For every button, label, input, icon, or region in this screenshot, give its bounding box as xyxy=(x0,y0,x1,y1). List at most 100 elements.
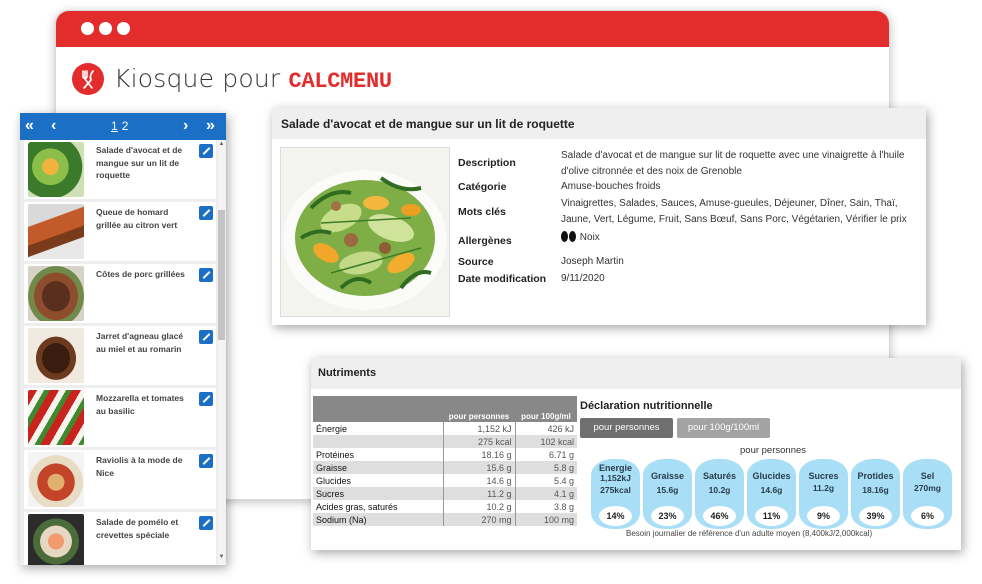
recipe-thumbnail xyxy=(28,142,84,197)
category-label: Catégorie xyxy=(458,181,507,193)
edit-icon[interactable] xyxy=(199,516,213,530)
scroll-up-icon[interactable]: ▲ xyxy=(218,141,225,147)
calcmenu-logo-icon xyxy=(72,63,104,95)
badge-percent: 9% xyxy=(807,506,840,526)
allergen-name: Noix xyxy=(579,232,600,243)
next-page-button[interactable]: › xyxy=(183,117,189,134)
recipe-name: Jarret d'agneau glacé au miel et au roma… xyxy=(96,331,184,354)
source-label: Source xyxy=(458,256,494,268)
nutrient-name: Glucides xyxy=(316,475,352,486)
nutrient-name xyxy=(313,435,443,448)
column-header: pour 100g/ml xyxy=(515,396,577,422)
last-page-button[interactable]: » xyxy=(206,117,215,134)
page-link-1[interactable]: 1 xyxy=(111,119,118,133)
declaration-title: Déclaration nutritionnelle xyxy=(580,400,713,412)
nutrient-value-portion: 270 mg xyxy=(442,513,515,526)
edit-icon[interactable] xyxy=(199,144,213,158)
recipe-name: Salade d'avocat et de mangue sur un lit … xyxy=(96,145,183,180)
badge-value: 270mg xyxy=(914,483,941,493)
recipe-name: Salade de pomélo et crevettes spéciale xyxy=(96,517,179,540)
fat-badge: Graisse 15.6g 23% xyxy=(643,459,692,529)
recipe-thumbnail xyxy=(28,204,84,259)
recipe-name: Raviolis à la mode de Nice xyxy=(96,455,183,478)
brand-title: Kiosque pour CALCMENU xyxy=(114,64,392,94)
badge-name: Protides xyxy=(857,471,894,481)
nutrition-badges: Energie 1,152kJ 275kcal 14% Graisse 15.6… xyxy=(591,459,957,529)
badge-percent: 6% xyxy=(911,506,944,526)
recipe-title: Salade d'avocat et de mangue sur un lit … xyxy=(272,108,926,139)
recipe-name: Côtes de porc grillées xyxy=(96,269,185,279)
badge-percent: 39% xyxy=(859,506,892,526)
list-item[interactable]: Jarret d'agneau glacé au miel et au roma… xyxy=(24,326,216,385)
nutrients-card: Nutriments pour personnes pour 100g/ml É… xyxy=(311,358,961,550)
nutrient-value-100g: 3.8 g xyxy=(514,500,577,513)
badge-name: Graisse xyxy=(650,471,685,481)
badge-value: 1,152kJ xyxy=(600,473,631,483)
protein-badge: Protides 18.16g 39% xyxy=(851,459,900,529)
page-link-2[interactable]: 2 xyxy=(121,119,129,133)
category-value: Amuse-bouches froids xyxy=(561,181,661,192)
recipe-list: Salade d'avocat et de mangue sur un lit … xyxy=(20,140,226,565)
per-100g-button[interactable]: pour 100g/100ml xyxy=(677,418,770,438)
source-value: Joseph Martin xyxy=(561,256,624,267)
nutrient-value-100g: 5.8 g xyxy=(514,461,577,474)
badge-value: 10.2g xyxy=(708,485,731,495)
badge-percent: 11% xyxy=(755,506,788,526)
badge-name: Saturés xyxy=(702,471,737,481)
keywords-value: Vinaigrettes, Salades, Sauces, Amuse-gue… xyxy=(561,198,907,225)
first-page-button[interactable]: « xyxy=(25,117,34,134)
scroll-down-icon[interactable]: ▼ xyxy=(218,554,225,560)
keywords-label: Mots clés xyxy=(458,206,506,218)
recipe-photo xyxy=(280,147,450,317)
recipe-thumbnail xyxy=(28,266,84,321)
window-dot-2[interactable] xyxy=(99,22,112,35)
badge-name: Sel xyxy=(920,471,935,481)
badge-value-kcal: 275kcal xyxy=(600,485,631,495)
list-item[interactable]: Queue de homard grillée au citron vert xyxy=(24,202,216,261)
nutrients-table: pour personnes pour 100g/ml Énergie 1,15… xyxy=(313,396,577,526)
salt-badge: Sel 270mg 6% xyxy=(903,459,952,529)
description-label: Description xyxy=(458,157,516,169)
badge-name: Energie xyxy=(598,463,632,473)
recipe-thumbnail xyxy=(28,452,84,507)
brand-header: Kiosque pour CALCMENU xyxy=(72,63,392,95)
badge-name: Glucides xyxy=(752,471,791,481)
window-dot-3[interactable] xyxy=(117,22,130,35)
list-scrollbar[interactable]: ▲ ▼ xyxy=(218,140,225,565)
nutrient-value-100g: 102 kcal xyxy=(514,435,577,448)
recipe-thumbnail xyxy=(28,514,84,565)
list-item[interactable]: Côtes de porc grillées xyxy=(24,264,216,323)
list-item[interactable]: Salade de pomélo et crevettes spéciale xyxy=(24,512,216,565)
recipe-name: Queue de homard grillée au citron vert xyxy=(96,207,178,230)
nutrient-value-100g: 6.71 g xyxy=(514,448,577,461)
nutrient-name: Sucres xyxy=(313,487,443,500)
brand-prefix: Kiosque pour xyxy=(114,64,281,93)
list-item[interactable]: Mozzarella et tomates au basilic xyxy=(24,388,216,447)
window-dot-1[interactable] xyxy=(81,22,94,35)
table-row: 275 kcal 102 kcal xyxy=(313,435,577,448)
nutrient-value-portion: 275 kcal xyxy=(442,435,515,448)
scroll-thumb[interactable] xyxy=(218,210,225,340)
list-item[interactable]: Raviolis à la mode de Nice xyxy=(24,450,216,509)
edit-icon[interactable] xyxy=(199,454,213,468)
browser-title-bar xyxy=(56,11,889,47)
column-header xyxy=(313,396,443,422)
edit-icon[interactable] xyxy=(199,268,213,282)
energy-badge: Energie 1,152kJ 275kcal 14% xyxy=(591,459,640,529)
list-item[interactable]: Salade d'avocat et de mangue sur un lit … xyxy=(24,140,216,199)
table-row: Acides gras, saturés 10.2 g 3.8 g xyxy=(313,500,577,513)
nut-allergen-icon xyxy=(561,231,568,242)
per-portion-button[interactable]: pour personnes xyxy=(580,418,673,438)
badge-percent: 23% xyxy=(651,506,684,526)
prev-page-button[interactable]: ‹ xyxy=(51,117,57,134)
reference-intake-note: Besoin journalier de référence d'un adul… xyxy=(626,529,873,538)
brand-name: CALCMENU xyxy=(288,69,393,94)
edit-icon[interactable] xyxy=(199,206,213,220)
nutrient-name: Graisse xyxy=(313,461,443,474)
edit-icon[interactable] xyxy=(199,392,213,406)
badge-value: 15.6g xyxy=(656,485,679,495)
edit-icon[interactable] xyxy=(199,330,213,344)
